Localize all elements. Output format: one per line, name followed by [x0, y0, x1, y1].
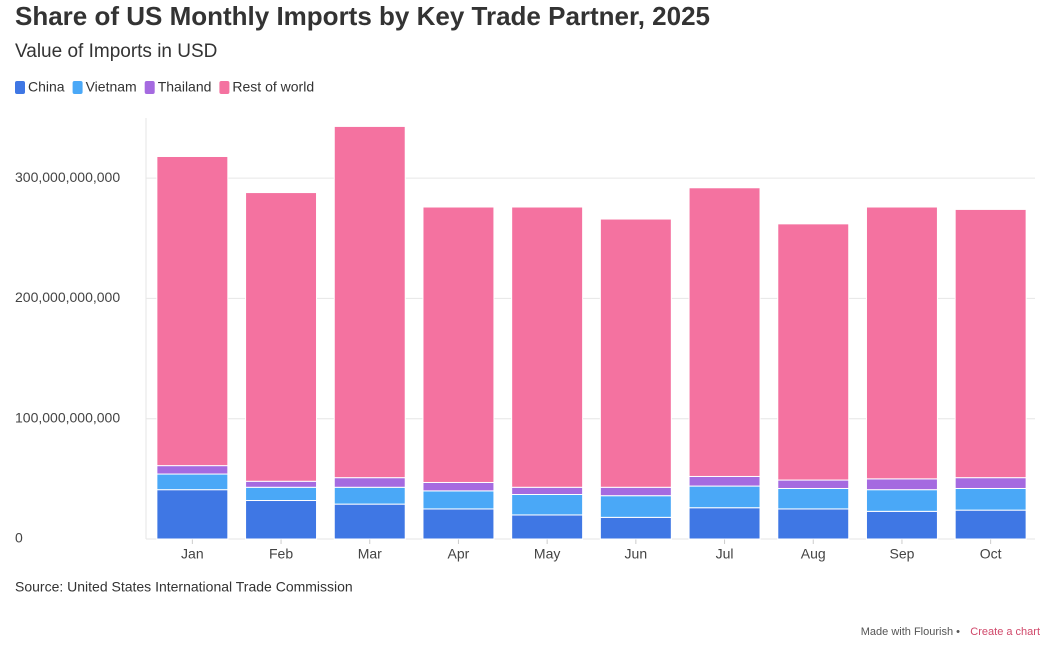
x-tick-label: Sep	[889, 546, 914, 562]
bar-segment	[333, 486, 406, 505]
chart-title: Share of US Monthly Imports by Key Trade…	[15, 1, 710, 31]
bar-segment	[422, 206, 495, 483]
bar-segment	[865, 489, 938, 512]
legend-label: Rest of world	[232, 79, 314, 95]
bar-segment	[688, 485, 761, 509]
bar-segment	[511, 514, 584, 540]
bar-segment	[865, 478, 938, 491]
chart-subtitle: Value of Imports in USD	[15, 41, 217, 62]
create-chart-link[interactable]: Create a chart	[970, 626, 1040, 638]
bar-segment	[599, 495, 672, 518]
source: Source: United States International Trad…	[15, 579, 353, 595]
y-tick-label: 200,000,000,000	[15, 289, 120, 305]
bar-segment	[156, 489, 229, 540]
bar-segment	[599, 516, 672, 540]
x-tick-label: Feb	[269, 546, 293, 562]
bar-segment	[777, 487, 850, 510]
bar-segment	[865, 206, 938, 480]
legend-swatch	[219, 81, 230, 94]
bar-segment	[599, 486, 672, 497]
y-tick-label: 0	[15, 530, 23, 546]
bar-segment	[333, 503, 406, 540]
bar-segment	[777, 508, 850, 540]
y-tick-label: 300,000,000,000	[15, 169, 120, 185]
bar-segment	[245, 480, 318, 488]
bar-segment	[511, 486, 584, 495]
bar-segment	[511, 493, 584, 516]
x-tick-label: Aug	[801, 546, 826, 562]
bar-segment	[954, 208, 1027, 479]
bar-segment	[954, 477, 1027, 489]
bar-segment	[245, 486, 318, 502]
x-tick-label: May	[534, 546, 560, 562]
x-tick-label: Mar	[358, 546, 382, 562]
bar-segment	[333, 477, 406, 488]
legend-label: Vietnam	[86, 79, 137, 95]
legend-label: Thailand	[158, 79, 212, 95]
bar-segment	[245, 192, 318, 482]
bar-segment	[688, 507, 761, 540]
bar-segment	[777, 223, 850, 481]
bar-segment	[333, 125, 406, 479]
bar-segment	[688, 187, 761, 477]
bar-segment	[422, 490, 495, 510]
bar-segment	[245, 500, 318, 540]
x-tick-label: Oct	[980, 546, 1002, 562]
bar-segment	[511, 206, 584, 488]
legend-swatch	[15, 81, 25, 94]
bar-segment	[156, 473, 229, 491]
legend-swatch	[144, 81, 155, 94]
x-tick-label: Jun	[625, 546, 648, 562]
bar-segment	[599, 218, 672, 488]
legend-swatch	[72, 81, 83, 94]
legend-label: China	[28, 79, 65, 95]
bar-segment	[422, 508, 495, 540]
bar-segment	[954, 487, 1027, 511]
bar-segment	[422, 481, 495, 492]
bar-segment	[954, 509, 1027, 540]
bar-segment	[777, 479, 850, 489]
bar-segment	[156, 155, 229, 467]
y-tick-label: 100,000,000,000	[15, 409, 120, 425]
bar-segment	[865, 510, 938, 540]
x-tick-label: Jul	[716, 546, 734, 562]
x-tick-label: Jan	[181, 546, 204, 562]
bar-segment	[688, 475, 761, 487]
bar-segment	[156, 465, 229, 475]
credit: Made with Flourish •	[861, 626, 960, 638]
x-tick-label: Apr	[448, 546, 470, 562]
